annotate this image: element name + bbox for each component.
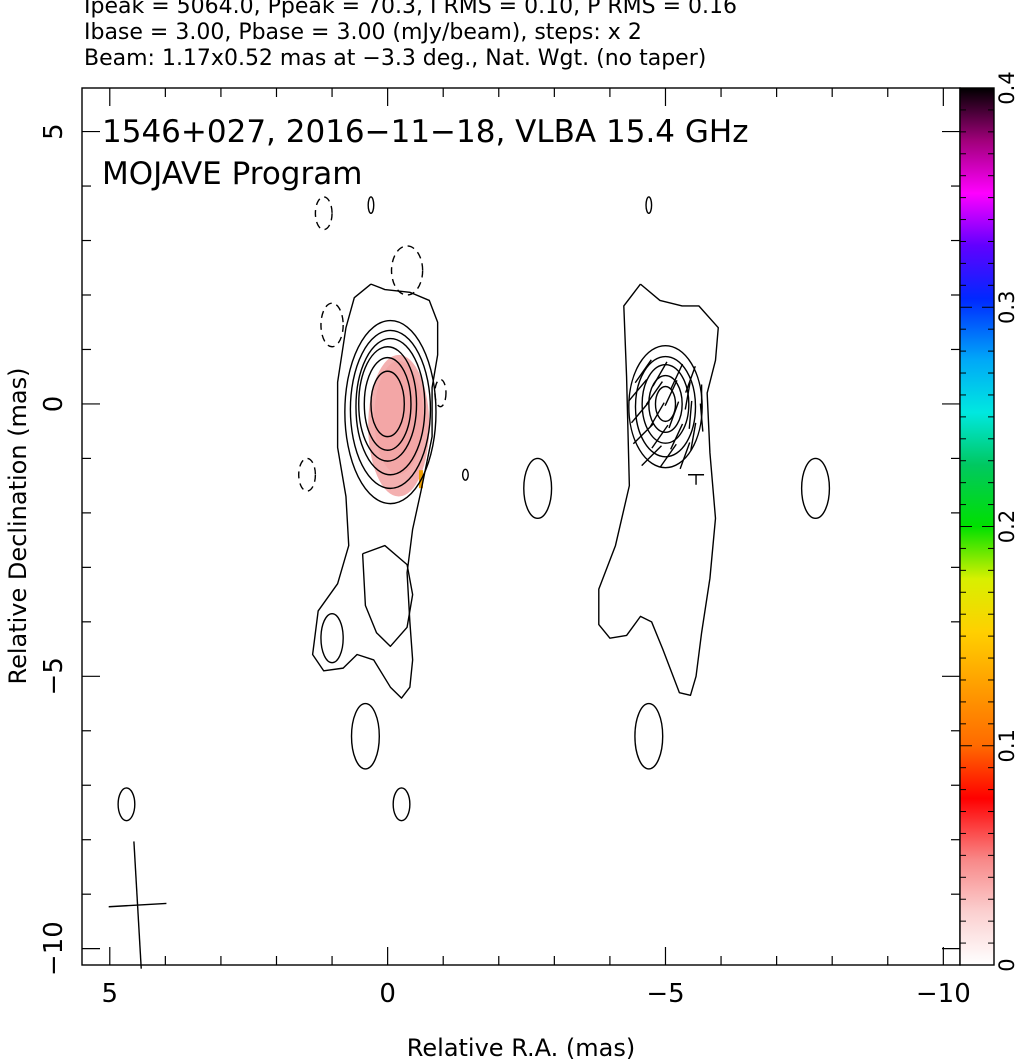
contour-core xyxy=(355,337,426,476)
contour-negative xyxy=(320,302,344,348)
y-tick-label: −10 xyxy=(39,921,69,976)
evpa-vector xyxy=(688,400,693,429)
contour-island xyxy=(350,702,380,770)
x-tick-label: −5 xyxy=(646,979,684,1009)
evpa-vector xyxy=(628,379,648,402)
x-tick-label: 0 xyxy=(379,979,396,1009)
contour-island xyxy=(117,787,136,822)
colorbar-tick-label: 0.3 xyxy=(995,291,1019,324)
evpa-vector xyxy=(668,401,680,429)
evpa-vector xyxy=(641,445,662,467)
contour-polarization xyxy=(648,374,683,433)
colorbar-tick-label: 0.2 xyxy=(995,510,1019,543)
evpa-vector xyxy=(652,361,668,387)
colorbar-tick-label: 0 xyxy=(995,958,1019,971)
contour-core xyxy=(358,346,418,462)
contour-polarization xyxy=(654,385,677,423)
evpa-vector xyxy=(649,402,665,428)
contour-outer-left xyxy=(311,283,439,699)
contour-island xyxy=(634,702,664,770)
contour-island xyxy=(645,196,653,214)
evpa-vector xyxy=(634,359,652,384)
colorbar-tick-label: 0.4 xyxy=(995,71,1019,104)
contour-negative xyxy=(314,196,333,231)
evpa-vector xyxy=(685,366,696,393)
colorbar-tick-label: 0.1 xyxy=(995,729,1019,762)
header-line-1: Ipeak = 5064.0, Ppeak = 70.3, I RMS = 0.… xyxy=(84,0,737,19)
contour-polarization xyxy=(634,355,697,458)
y-axis-label: Relative Declination (mas) xyxy=(4,367,32,684)
evpa-vector xyxy=(699,403,704,432)
beam-minor-axis xyxy=(108,902,167,908)
contour-island xyxy=(800,457,831,520)
contour-island xyxy=(367,196,375,214)
evpa-vector xyxy=(684,381,691,410)
evpa-vector xyxy=(670,423,684,450)
contour-core xyxy=(344,319,437,505)
evpa-vector xyxy=(664,380,678,407)
evpa-vector xyxy=(632,423,654,445)
axes: 5 0 −5 −10 5 0 −5 −10 xyxy=(39,87,971,1009)
chart-title: 1546+027, 2016−11−18, VLBA 15.4 GHz xyxy=(102,114,748,150)
y-tick-label: 5 xyxy=(39,123,69,140)
contour-outer-right xyxy=(598,283,719,697)
header-line-3: Beam: 1.17x0.52 mas at −3.3 deg., Nat. W… xyxy=(84,46,707,71)
contour-negative xyxy=(390,245,424,296)
contour-core xyxy=(363,356,412,451)
contour-negative xyxy=(434,378,447,408)
polarization-fill-core xyxy=(374,360,424,475)
evpa-vector xyxy=(645,381,663,405)
x-axis-label: Relative R.A. (mas) xyxy=(407,1034,635,1061)
evpa-vector xyxy=(670,363,684,390)
contour-core xyxy=(349,329,432,490)
plot-area xyxy=(117,196,831,822)
colorbar: 0 0.1 0.2 0.3 0.4 xyxy=(959,71,1019,972)
plot-frame xyxy=(81,87,961,966)
contour-inner-left xyxy=(361,544,414,648)
evpa-vector xyxy=(630,400,651,424)
contour-island xyxy=(523,457,553,520)
y-tick-label: 0 xyxy=(39,396,69,413)
chart-subtitle: MOJAVE Program xyxy=(102,156,362,192)
header-line-2: Ibase = 3.00, Pbase = 3.00 (mJy/beam), s… xyxy=(84,20,642,45)
evpa-vector xyxy=(679,442,691,470)
evpa-vector xyxy=(659,443,677,468)
y-tick-label: −5 xyxy=(39,657,69,695)
contour-island xyxy=(392,787,411,822)
contour-island xyxy=(461,468,469,481)
contour-island xyxy=(320,612,344,664)
contour-core xyxy=(370,370,406,438)
contour-negative xyxy=(298,457,317,492)
x-tick-label: −10 xyxy=(916,979,971,1009)
evpa-vector xyxy=(690,422,697,451)
x-tick-label: 5 xyxy=(102,979,119,1009)
evpa-vector xyxy=(651,424,669,449)
